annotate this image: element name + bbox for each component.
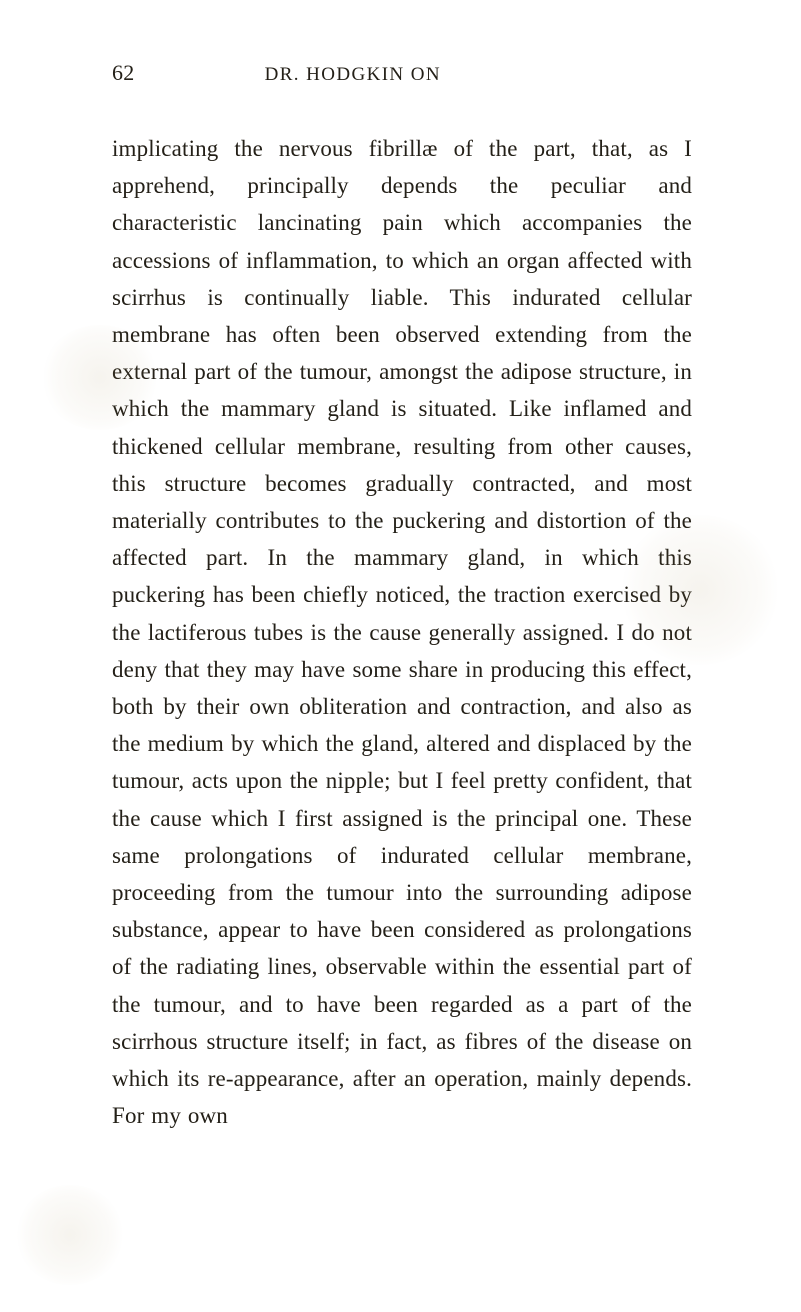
page-header: 62 DR. HODGKIN ON [112,60,692,86]
page-number: 62 [112,60,135,86]
page-content: 62 DR. HODGKIN ON implicating the nervou… [112,60,692,1134]
paper-stain [15,1185,125,1285]
body-text: implicating the nervous fibrillæ of the … [112,130,692,1134]
running-head: DR. HODGKIN ON [265,64,441,86]
